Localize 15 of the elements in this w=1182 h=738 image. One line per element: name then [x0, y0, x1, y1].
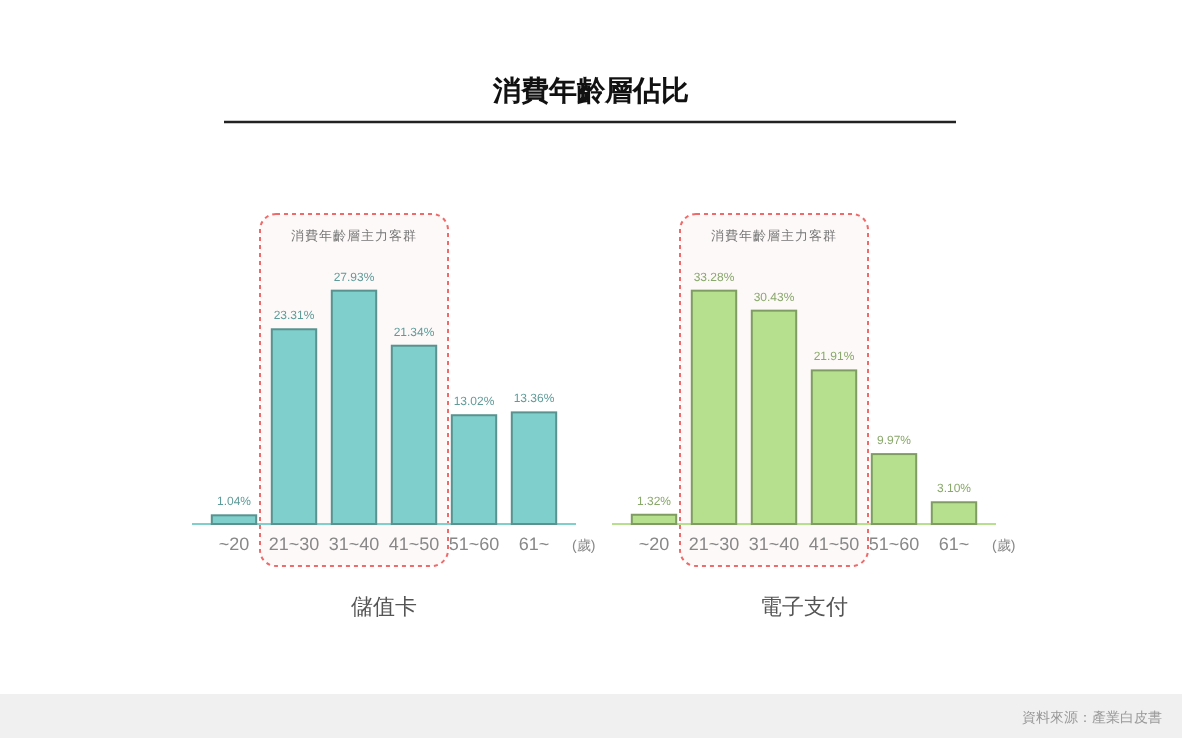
x-axis-title: 電子支付 [760, 594, 848, 620]
chart-title: 消費年齡層佔比 [491, 74, 689, 106]
x-tick-label: 31~40 [748, 534, 800, 554]
x-tick-label: 21~30 [688, 534, 740, 554]
x-tick-label: 31~40 [328, 534, 380, 554]
x-tick-label: 51~60 [868, 534, 920, 554]
x-tick-label: 61~ [518, 534, 550, 554]
x-tick-label: 41~50 [388, 534, 440, 554]
x-tick-label: 41~50 [808, 534, 860, 554]
x-tick-label: 21~30 [268, 534, 320, 554]
x-tick-label: ~20 [218, 534, 250, 554]
x-tick-label: 51~60 [448, 534, 500, 554]
x-tick-label: 61~ [938, 534, 970, 554]
x-axis-title: 儲值卡 [351, 594, 417, 620]
x-tick-label: ~20 [638, 534, 670, 554]
